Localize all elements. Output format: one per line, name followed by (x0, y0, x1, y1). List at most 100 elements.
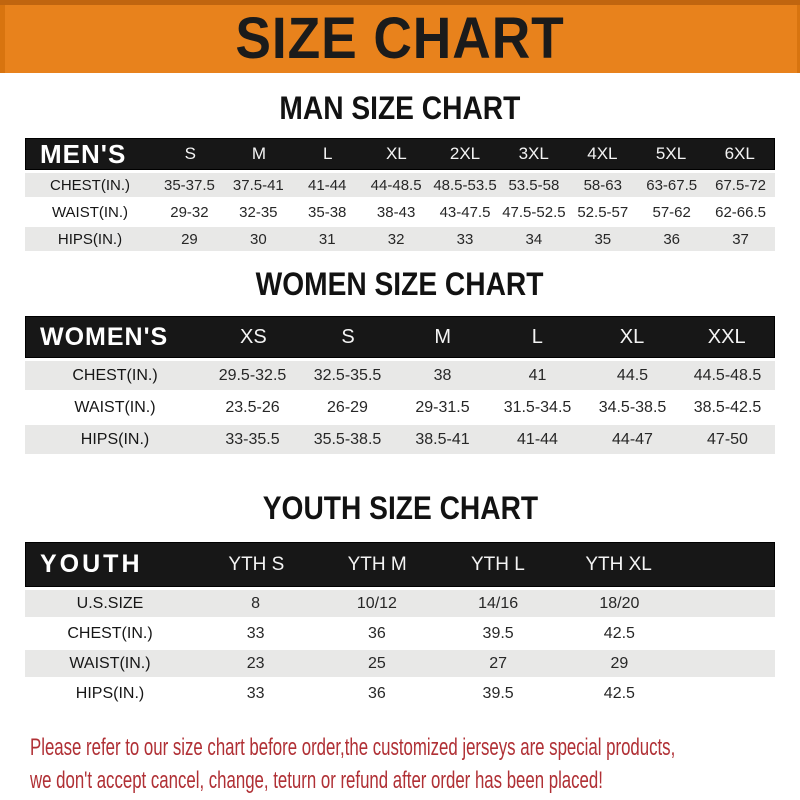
women-size-cell: 23.5-26 (225, 398, 280, 416)
youth-size-cell: 18/20 (599, 594, 640, 612)
footer-note: Please refer to our size chart before or… (30, 731, 800, 797)
banner: SIZE CHART (0, 0, 800, 73)
men-size-cell: 32-35 (239, 203, 278, 221)
youth-row-filler (680, 680, 775, 707)
youth-size-cell: 8 (251, 594, 261, 612)
youth-table-row: U.S.SIZE 8 10/12 14/16 18/20 (25, 590, 775, 617)
women-size-column-header: XL (619, 325, 645, 348)
youth-row-label: U.S.SIZE (76, 594, 144, 612)
women-row-label: CHEST(IN.) (72, 366, 158, 384)
men-row-label: HIPS(IN.) (57, 230, 123, 248)
women-size-cell: 44-47 (612, 430, 653, 448)
women-size-cell: 41-44 (517, 430, 558, 448)
youth-size-cell: 42.5 (603, 684, 635, 702)
men-table-header-row: MEN'S S M L XL 2XL 3XL 4XL 5XL 6XL (25, 138, 775, 170)
men-size-column-header: 6XL (724, 144, 755, 163)
women-section-title: WOMEN SIZE CHART (0, 266, 800, 302)
men-size-cell: 53.5-58 (508, 176, 560, 194)
women-size-cell: 26-29 (327, 398, 368, 416)
women-row-label: WAIST(IN.) (74, 398, 156, 416)
men-size-cell: 47.5-52.5 (502, 203, 566, 221)
men-table-label: MEN'S (40, 138, 127, 169)
men-size-cell: 57-62 (652, 203, 691, 221)
man-section-title-text: MAN SIZE CHART (279, 90, 521, 126)
men-size-cell: 67.5-72 (715, 176, 766, 194)
women-size-cell: 29-31.5 (415, 398, 470, 416)
man-section-title: MAN SIZE CHART (0, 90, 800, 126)
women-size-column-header: XXL (707, 325, 746, 348)
youth-size-column-header: YTH M (347, 553, 407, 575)
youth-size-table: YOUTH YTH S YTH M YTH L YTH XL U.S.SIZE 8 10/12… (25, 542, 775, 707)
youth-row-filler (680, 620, 775, 647)
women-size-cell: 34.5-38.5 (598, 398, 667, 416)
women-size-cell: 44.5-48.5 (693, 366, 762, 384)
men-size-cell: 63-67.5 (646, 176, 698, 194)
women-size-cell: 41 (528, 366, 547, 384)
men-size-cell: 37.5-41 (232, 176, 284, 194)
men-size-cell: 33 (456, 230, 474, 248)
men-size-cell: 29-32 (170, 203, 209, 221)
women-size-cell: 31.5-34.5 (503, 398, 572, 416)
women-size-table: WOMEN'S XS S M L XL XXL CHEST(IN.) 29.5-32.5 32.5… (25, 316, 775, 454)
women-size-column-header: XS (239, 325, 267, 348)
youth-row-filler (680, 590, 775, 617)
youth-size-column-header: YTH L (470, 553, 525, 575)
men-size-cell: 35-37.5 (164, 176, 215, 194)
men-size-cell: 41-44 (308, 176, 347, 194)
men-size-cell: 37 (732, 230, 749, 248)
men-row-label: CHEST(IN.) (50, 176, 130, 194)
men-size-cell: 35-38 (308, 203, 347, 221)
youth-section-title: YOUTH SIZE CHART (0, 490, 800, 526)
men-size-column-header: 5XL (655, 144, 687, 163)
men-row-label: WAIST(IN.) (51, 203, 129, 221)
women-size-cell: 38.5-41 (415, 430, 470, 448)
women-size-column-header: M (434, 325, 452, 348)
women-row-label: HIPS(IN.) (80, 430, 150, 448)
youth-section-title-text: YOUTH SIZE CHART (262, 490, 538, 526)
men-size-cell: 52.5-57 (577, 203, 629, 221)
banner-title: SIZE CHART (235, 6, 565, 71)
youth-size-cell: 39.5 (482, 624, 514, 642)
women-size-cell: 33-35.5 (225, 430, 280, 448)
youth-row-label: HIPS(IN.) (75, 684, 145, 702)
women-table-row: HIPS(IN.) 33-35.5 35.5-38.5 38.5-41 41-44 44-… (25, 425, 775, 454)
women-table-rows: CHEST(IN.) 29.5-32.5 32.5-35.5 38 41 44.5 44.5… (25, 361, 775, 454)
youth-size-cell: 42.5 (603, 624, 635, 642)
women-size-cell: 38.5-42.5 (693, 398, 762, 416)
men-table-rows: CHEST(IN.) 35-37.5 37.5-41 41-44 44-48.5 48.5… (25, 173, 775, 251)
men-size-cell: 35 (594, 230, 612, 248)
men-size-column-header: XL (385, 144, 407, 163)
women-table-row: CHEST(IN.) 29.5-32.5 32.5-35.5 38 41 44.5 44.5… (25, 361, 775, 390)
youth-size-cell: 36 (367, 684, 386, 702)
women-size-cell: 29.5-32.5 (218, 366, 287, 384)
footer-note-line1: Please refer to our size chart before or… (30, 734, 676, 761)
women-size-cell: 32.5-35.5 (313, 366, 382, 384)
men-size-cell: 43-47.5 (439, 203, 491, 221)
youth-size-cell: 33 (246, 624, 265, 642)
women-section-title-text: WOMEN SIZE CHART (256, 266, 544, 302)
men-size-column-header: S (184, 144, 196, 163)
men-size-cell: 34 (525, 230, 543, 248)
men-size-cell: 62-66.5 (715, 203, 766, 221)
youth-table-rows: U.S.SIZE 8 10/12 14/16 18/20 CHEST(IN.) 33 36 39… (25, 590, 775, 707)
men-size-table: MEN'S S M L XL 2XL 3XL 4XL 5XL 6XL CHEST(IN.) 35-37… (25, 138, 775, 251)
men-size-column-header: 4XL (587, 144, 618, 163)
men-size-cell: 38-43 (376, 203, 416, 221)
men-size-column-header: L (322, 144, 333, 163)
men-size-cell: 58-63 (583, 176, 622, 194)
women-size-cell: 44.5 (616, 366, 649, 384)
youth-size-cell: 23 (246, 654, 265, 672)
youth-size-cell: 27 (489, 654, 508, 672)
men-size-column-header: M (251, 144, 267, 163)
youth-row-filler (680, 650, 775, 677)
women-table-label: WOMEN'S (40, 322, 169, 351)
women-table-header-row: WOMEN'S XS S M L XL XXL (25, 316, 775, 358)
youth-size-cell: 29 (610, 654, 629, 672)
men-size-cell: 30 (249, 230, 267, 248)
women-size-cell: 47-50 (707, 430, 748, 448)
men-size-cell: 44-48.5 (370, 176, 422, 194)
youth-size-cell: 10/12 (356, 594, 397, 612)
men-table-row: HIPS(IN.) 29 30 31 32 33 34 35 36 37 (25, 227, 775, 251)
men-size-cell: 48.5-53.5 (433, 176, 497, 194)
